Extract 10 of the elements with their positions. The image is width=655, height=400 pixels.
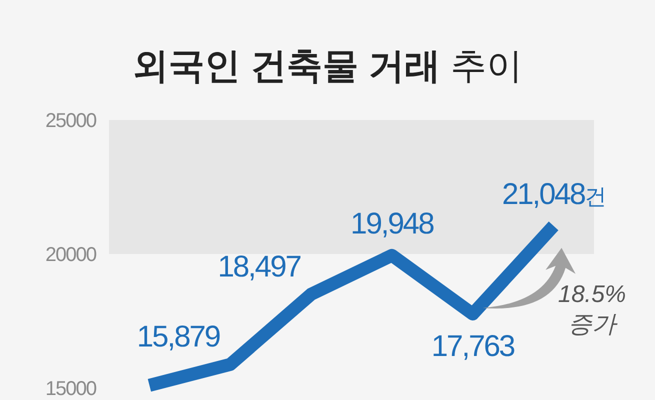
data-label: 21,048건 — [502, 178, 606, 211]
data-label: 15,879 — [136, 320, 220, 354]
y-tick-label: 20000 — [45, 244, 97, 266]
annotation: 18.5% 증가 — [558, 280, 626, 338]
y-tick-label: 25000 — [45, 110, 97, 132]
chart-title: 외국인 건축물 거래 추이 — [132, 45, 523, 86]
data-label: 18,497 — [218, 250, 302, 284]
data-label: 19,948 — [350, 207, 434, 240]
y-tick-label: 15000 — [45, 378, 97, 400]
data-label: 17,763 — [431, 330, 515, 363]
